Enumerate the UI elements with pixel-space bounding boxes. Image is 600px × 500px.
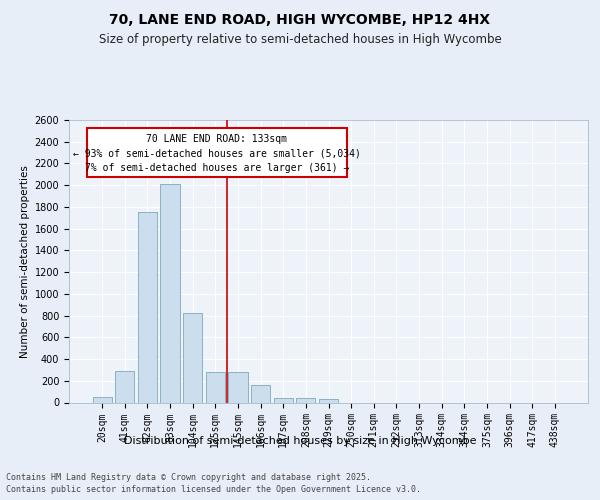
Bar [138,212,157,402]
Text: Contains HM Land Registry data © Crown copyright and database right 2025.: Contains HM Land Registry data © Crown c… [6,472,371,482]
Bar [92,396,112,402]
Bar [206,372,225,402]
Bar [251,385,270,402]
FancyBboxPatch shape [87,128,347,176]
Text: Contains public sector information licensed under the Open Government Licence v3: Contains public sector information licen… [6,485,421,494]
Bar [115,371,134,402]
Bar [319,399,338,402]
Y-axis label: Number of semi-detached properties: Number of semi-detached properties [20,165,31,358]
Bar [183,314,202,402]
Text: Distribution of semi-detached houses by size in High Wycombe: Distribution of semi-detached houses by … [124,436,476,446]
Bar [229,372,248,402]
Bar [274,398,293,402]
Text: Size of property relative to semi-detached houses in High Wycombe: Size of property relative to semi-detach… [98,32,502,46]
Text: ← 93% of semi-detached houses are smaller (5,034): ← 93% of semi-detached houses are smalle… [73,149,361,159]
Text: 7% of semi-detached houses are larger (361) →: 7% of semi-detached houses are larger (3… [85,163,349,173]
Bar [160,184,180,402]
Bar [296,398,316,402]
Text: 70, LANE END ROAD, HIGH WYCOMBE, HP12 4HX: 70, LANE END ROAD, HIGH WYCOMBE, HP12 4H… [109,12,491,26]
Text: 70 LANE END ROAD: 133sqm: 70 LANE END ROAD: 133sqm [146,134,287,144]
